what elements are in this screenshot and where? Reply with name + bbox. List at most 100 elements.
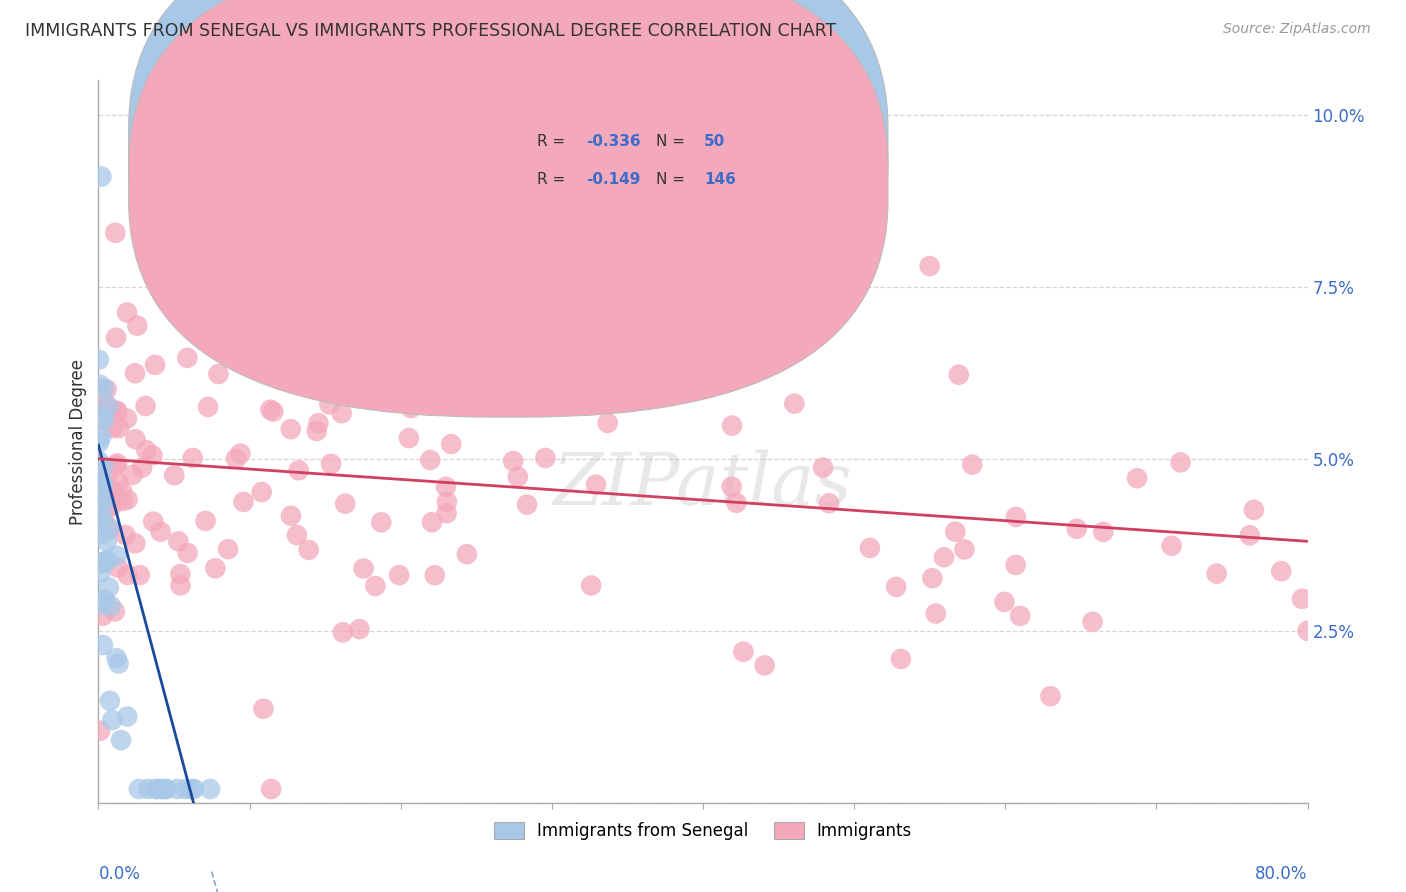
Point <box>155 782 177 797</box>
Point <box>150 782 173 797</box>
Text: ZIPatlas: ZIPatlas <box>553 450 853 520</box>
Point <box>859 541 882 555</box>
Point <box>91 479 114 493</box>
Point <box>97 581 120 595</box>
Point <box>89 723 111 738</box>
Point <box>104 605 127 619</box>
Point <box>124 536 146 550</box>
Point <box>169 578 191 592</box>
Point <box>783 396 806 410</box>
Point <box>101 421 124 435</box>
Point <box>107 657 129 671</box>
Point <box>754 658 776 673</box>
Point <box>104 226 127 240</box>
Point <box>890 652 912 666</box>
Point <box>456 547 478 561</box>
Point <box>1092 524 1115 539</box>
Y-axis label: Professional Degree: Professional Degree <box>69 359 87 524</box>
Point <box>499 294 522 309</box>
Point <box>87 352 110 367</box>
Point <box>204 561 226 575</box>
Point <box>733 645 755 659</box>
Point <box>1239 528 1261 542</box>
Legend: Immigrants from Senegal, Immigrants: Immigrants from Senegal, Immigrants <box>485 814 921 848</box>
Point <box>960 458 983 472</box>
Point <box>420 515 443 529</box>
Point <box>596 416 619 430</box>
Point <box>993 595 1015 609</box>
Point <box>89 557 111 571</box>
Text: N =: N = <box>655 172 690 187</box>
Point <box>117 492 139 507</box>
Point <box>145 782 167 797</box>
Point <box>93 592 115 607</box>
Point <box>105 651 128 665</box>
Point <box>285 528 308 542</box>
Point <box>90 430 112 444</box>
Point <box>571 204 593 219</box>
Point <box>89 566 111 580</box>
Point <box>434 480 457 494</box>
Point <box>93 496 115 510</box>
Point <box>117 709 139 723</box>
FancyBboxPatch shape <box>474 128 745 218</box>
Point <box>477 348 499 362</box>
Point <box>91 638 114 652</box>
Point <box>217 338 239 352</box>
Point <box>1081 615 1104 629</box>
Point <box>128 568 150 582</box>
Point <box>225 451 247 466</box>
Point <box>93 413 115 427</box>
Text: N =: N = <box>655 134 690 149</box>
Text: R =: R = <box>537 172 571 187</box>
Point <box>229 447 252 461</box>
Point <box>131 460 153 475</box>
Point <box>98 521 121 535</box>
Point <box>117 567 139 582</box>
Point <box>97 399 120 413</box>
Point <box>136 782 159 797</box>
Point <box>128 782 150 797</box>
Point <box>146 782 169 797</box>
Point <box>260 782 283 797</box>
Point <box>585 477 607 491</box>
Point <box>169 567 191 582</box>
Point <box>953 542 976 557</box>
Point <box>194 514 217 528</box>
Point <box>93 382 115 396</box>
Text: 0.0%: 0.0% <box>98 864 141 883</box>
Point <box>135 399 157 413</box>
Point <box>107 475 129 490</box>
Point <box>107 560 129 574</box>
Point <box>436 506 458 520</box>
Text: 80.0%: 80.0% <box>1256 864 1308 883</box>
Point <box>90 169 112 184</box>
Point <box>388 568 411 582</box>
Point <box>506 469 529 483</box>
Point <box>105 404 128 418</box>
Point <box>91 479 114 493</box>
Point <box>89 475 111 490</box>
Text: Source: ZipAtlas.com: Source: ZipAtlas.com <box>1223 22 1371 37</box>
Point <box>100 492 122 507</box>
Point <box>399 401 422 416</box>
Point <box>91 409 114 424</box>
Point <box>1004 558 1026 572</box>
Point <box>141 449 163 463</box>
Point <box>332 625 354 640</box>
Point <box>115 411 138 425</box>
Point <box>100 403 122 417</box>
Point <box>96 382 118 396</box>
Text: R =: R = <box>537 134 571 149</box>
Point <box>105 549 128 563</box>
Point <box>142 515 165 529</box>
Point <box>155 782 177 797</box>
Point <box>307 416 329 430</box>
Point <box>319 457 342 471</box>
Point <box>91 459 114 474</box>
Point <box>818 496 841 510</box>
Point <box>721 418 744 433</box>
Point <box>516 498 538 512</box>
Point <box>114 528 136 542</box>
Text: 50: 50 <box>704 134 725 149</box>
